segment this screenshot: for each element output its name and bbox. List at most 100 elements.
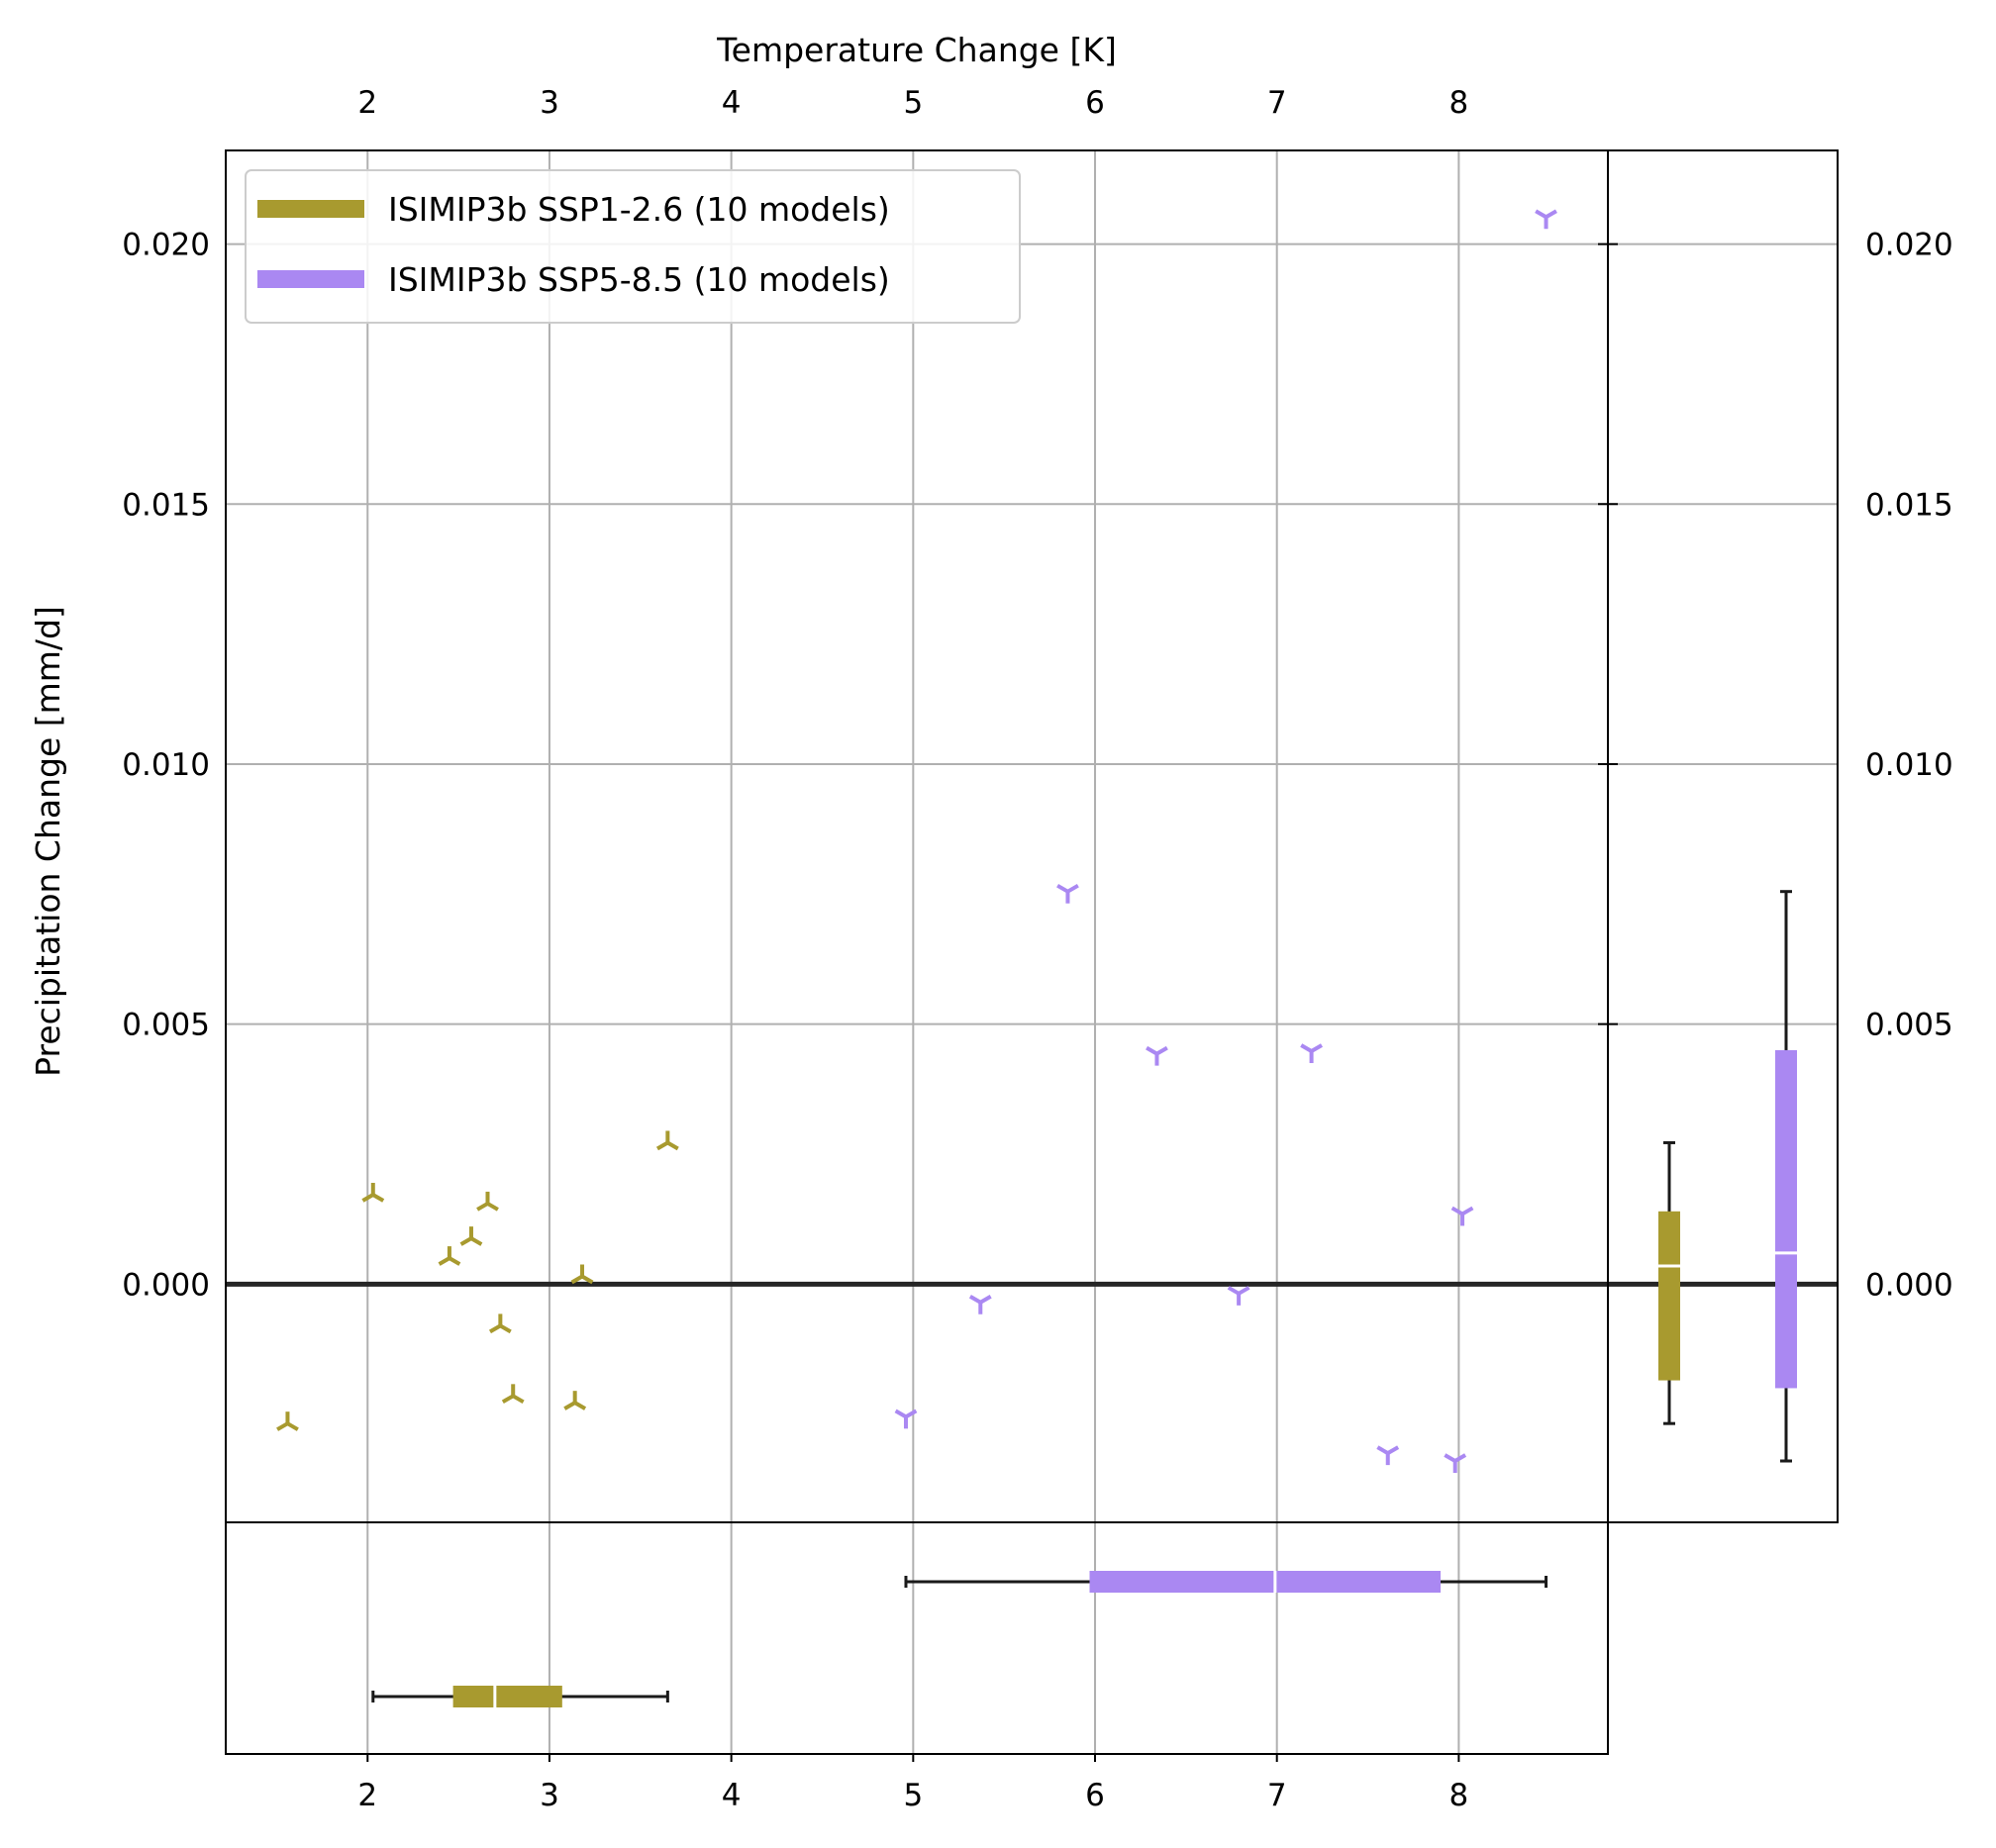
point-arm <box>666 1140 679 1151</box>
point-arm <box>904 1409 918 1419</box>
data-point <box>488 1313 512 1334</box>
data-point <box>438 1246 461 1266</box>
point-arm <box>469 1236 483 1246</box>
main-points <box>276 209 1557 1474</box>
point-arm <box>1056 883 1069 894</box>
bottom-x-tick-label: 7 <box>1267 1778 1287 1813</box>
data-point <box>476 1191 499 1212</box>
bottom-x-tick-label: 3 <box>540 1778 559 1813</box>
point-arm <box>438 1256 450 1266</box>
bottom-marginal-frame <box>225 1521 1609 1755</box>
point-arm <box>573 1401 587 1410</box>
data-point <box>1450 1206 1474 1226</box>
y-axis-label: Precipitation Change [mm/d] <box>29 606 67 1077</box>
top-x-axis-label: Temperature Change [K] <box>716 31 1117 69</box>
point-arm <box>1146 1045 1158 1056</box>
point-arm <box>1376 1445 1389 1455</box>
point-arm <box>276 1421 289 1431</box>
tick-labels: 2 2 3 3 4 4 5 5 6 6 7 7 8 8 0.000 0.000 0.005 0.005 0.010 0… <box>122 85 1953 1813</box>
legend: ISIMIP3b SSP1-2.6 (10 models) ISIMIP3b S… <box>245 169 1021 324</box>
data-point <box>501 1384 525 1405</box>
bottom-box <box>1089 1571 1442 1593</box>
point-arm <box>286 1421 299 1431</box>
legend-swatch-ssp585 <box>257 270 364 288</box>
left-y-tick-label: 0.005 <box>122 1008 210 1043</box>
right-y-tick-label: 0.000 <box>1865 1267 1953 1303</box>
left-y-tick-label: 0.000 <box>122 1267 210 1303</box>
top-x-tick-label: 4 <box>722 85 742 121</box>
point-arm <box>581 1274 594 1285</box>
axes-frames <box>225 149 1839 1755</box>
point-arm <box>499 1323 512 1334</box>
point-arm <box>979 1295 992 1305</box>
legend-swatch-ssp126 <box>257 200 364 218</box>
point-arm <box>476 1202 489 1212</box>
point-arm <box>570 1274 584 1285</box>
point-arm <box>1535 209 1547 219</box>
legend-label-ssp126: ISIMIP3b SSP1-2.6 (10 models) <box>388 190 890 229</box>
point-arm <box>488 1323 502 1334</box>
data-point <box>570 1264 594 1285</box>
right-marginal-frame <box>1607 149 1839 1523</box>
point-arm <box>486 1202 499 1212</box>
top-x-tick-label: 6 <box>1085 85 1105 121</box>
bottom-x-tick-label: 4 <box>722 1778 742 1813</box>
top-x-tick-label: 3 <box>540 85 559 121</box>
point-arm <box>1066 883 1079 894</box>
bottom-box <box>452 1686 562 1707</box>
point-arm <box>512 1394 525 1405</box>
main-grid <box>226 150 1838 1522</box>
point-arm <box>1227 1286 1241 1296</box>
point-arm <box>371 1193 385 1203</box>
marginal-boxes <box>371 890 1797 1707</box>
point-arm <box>563 1401 576 1410</box>
point-arm <box>894 1409 907 1419</box>
right-y-tick-label: 0.015 <box>1865 487 1953 523</box>
point-arm <box>361 1193 374 1203</box>
right-y-tick-label: 0.020 <box>1865 228 1953 263</box>
right-y-tick-label: 0.010 <box>1865 747 1953 783</box>
data-point <box>655 1130 679 1151</box>
top-x-tick-label: 7 <box>1267 85 1287 121</box>
point-arm <box>655 1140 669 1151</box>
data-point <box>361 1182 385 1203</box>
data-point <box>1146 1045 1168 1066</box>
data-point <box>1444 1453 1467 1474</box>
point-arm <box>501 1394 515 1405</box>
data-point <box>1056 883 1079 904</box>
data-point <box>1300 1043 1323 1063</box>
point-arm <box>1461 1206 1474 1216</box>
main-plot-frame <box>225 149 1609 1523</box>
data-point <box>459 1226 483 1246</box>
top-x-tick-label: 5 <box>903 85 923 121</box>
bottom-grid <box>366 1522 1460 1754</box>
point-arm <box>1444 1453 1456 1463</box>
point-arm <box>1453 1453 1467 1463</box>
data-point <box>894 1409 918 1429</box>
bottom-x-tick-label: 6 <box>1085 1778 1105 1813</box>
left-y-tick-label: 0.020 <box>122 228 210 263</box>
top-x-tick-label: 8 <box>1449 85 1469 121</box>
point-arm <box>1155 1045 1168 1056</box>
data-point <box>563 1391 587 1410</box>
point-arm <box>1300 1043 1313 1053</box>
left-y-tick-label: 0.010 <box>122 747 210 783</box>
point-arm <box>1386 1445 1400 1455</box>
bottom-x-tick-label: 8 <box>1449 1778 1469 1813</box>
right-y-tick-label: 0.005 <box>1865 1008 1953 1043</box>
data-point <box>1376 1445 1400 1466</box>
point-arm <box>968 1295 982 1305</box>
data-point <box>276 1411 299 1431</box>
data-point <box>968 1295 992 1314</box>
bottom-x-tick-label: 2 <box>357 1778 377 1813</box>
data-point <box>1227 1286 1250 1306</box>
top-x-tick-label: 2 <box>357 85 377 121</box>
right-box <box>1658 1211 1680 1381</box>
left-y-tick-label: 0.015 <box>122 487 210 523</box>
point-arm <box>1450 1206 1464 1216</box>
legend-box <box>245 169 1021 324</box>
bottom-x-tick-label: 5 <box>903 1778 923 1813</box>
legend-label-ssp585: ISIMIP3b SSP5-8.5 (10 models) <box>388 260 890 299</box>
data-point <box>1535 209 1557 230</box>
